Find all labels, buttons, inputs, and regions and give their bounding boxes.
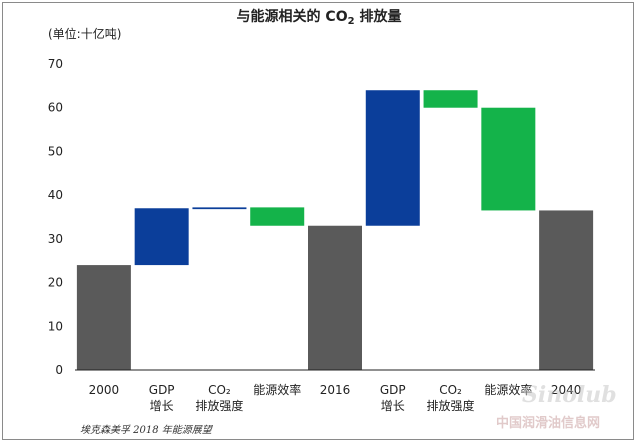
bar-total bbox=[308, 225, 362, 370]
bar-total bbox=[76, 265, 131, 370]
y-tick-label: 30 bbox=[48, 232, 63, 246]
bar-increase bbox=[134, 208, 189, 266]
y-tick-label: 70 bbox=[48, 57, 63, 71]
y-tick-label: 0 bbox=[55, 363, 63, 377]
bar-increase bbox=[192, 207, 247, 210]
y-tick-label: 50 bbox=[48, 144, 63, 158]
bar-increase bbox=[365, 90, 420, 226]
x-tick-label: 2016 bbox=[320, 383, 351, 397]
source-note: 埃克森美孚 2018 年能源展望 bbox=[80, 425, 212, 436]
chart-title: 与能源相关的 CO2 排放量 bbox=[236, 9, 402, 27]
y-tick-label: 60 bbox=[48, 101, 63, 115]
bar-decrease bbox=[481, 107, 536, 211]
x-tick-label: GDP bbox=[380, 383, 406, 397]
x-tick-label: 2040 bbox=[551, 383, 582, 397]
bar-decrease bbox=[423, 90, 478, 108]
y-tick-label: 20 bbox=[48, 276, 63, 290]
x-tick-label: 2000 bbox=[89, 383, 120, 397]
x-tick-label: 能源效率 bbox=[253, 382, 301, 397]
x-tick-label: 增长 bbox=[150, 399, 174, 413]
bar-total bbox=[539, 210, 594, 370]
watermark: Sinolub 中国润滑油信息网 bbox=[496, 382, 636, 432]
x-tick-label: CO₂ bbox=[439, 383, 462, 397]
chart-frame bbox=[2, 2, 634, 440]
x-tick-label: GDP bbox=[149, 383, 175, 397]
bar-decrease bbox=[250, 207, 305, 226]
y-tick-label: 40 bbox=[48, 188, 63, 202]
x-tick-label: 排放强度 bbox=[427, 398, 475, 413]
x-tick-label: 排放强度 bbox=[195, 398, 243, 413]
x-tick-label: CO₂ bbox=[208, 383, 231, 397]
x-tick-label: 能源效率 bbox=[484, 382, 532, 397]
watermark-logo: Sinolub bbox=[522, 382, 617, 408]
x-tick-label: 增长 bbox=[381, 399, 405, 413]
y-tick-label: 10 bbox=[48, 319, 63, 333]
watermark-text: 中国润滑油信息网 bbox=[496, 416, 601, 431]
unit-label: (单位:十亿吨) bbox=[48, 27, 122, 41]
